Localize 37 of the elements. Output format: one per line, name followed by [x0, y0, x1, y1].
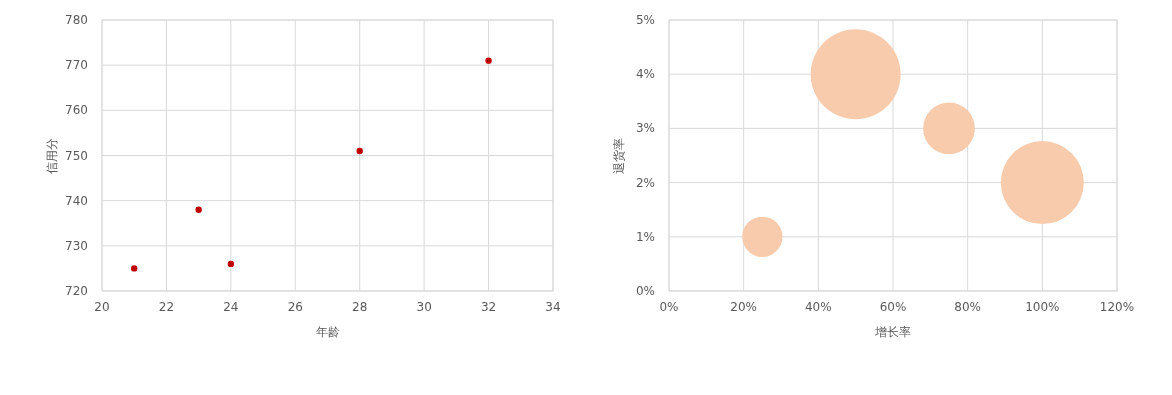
x-tick-label: 40% — [805, 300, 832, 314]
y-tick-label: 5% — [635, 13, 655, 27]
y-tick-label: 780 — [65, 13, 88, 27]
y-tick-label: 2% — [635, 175, 655, 190]
x-axis-title: 增长率 — [874, 325, 911, 339]
x-tick-label: 120% — [1099, 300, 1135, 314]
y-tick-label: 730 — [65, 238, 88, 253]
x-tick-label: 0% — [659, 300, 679, 314]
x-tick-label: 80% — [954, 300, 981, 314]
y-axis-title: 退货率 — [612, 137, 626, 174]
y-tick-label: 740 — [65, 193, 88, 208]
x-tick-label: 60% — [879, 300, 907, 314]
x-tick-label: 26 — [287, 300, 303, 314]
y-axis-title: 信用分 — [45, 137, 59, 174]
y-tick-label: 0% — [635, 284, 655, 298]
y-tick-label: 770 — [65, 58, 88, 73]
x-tick-label: 100% — [1025, 300, 1060, 314]
y-tick-label: 760 — [65, 103, 88, 118]
point — [131, 265, 138, 272]
x-tick-label: 32 — [480, 300, 497, 314]
point — [485, 57, 492, 64]
y-tick-label: 720 — [65, 284, 88, 298]
point — [356, 147, 363, 155]
y-tick-label: 3% — [635, 121, 655, 136]
y-tick-label: 4% — [635, 67, 655, 82]
x-tick-label: 20 — [94, 300, 110, 314]
y-tick-label: 750 — [65, 148, 88, 163]
x-axis-title: 年龄 — [315, 325, 340, 339]
x-tick-label: 30 — [416, 300, 432, 314]
x-tick-label: 34 — [545, 300, 561, 314]
y-tick-label: 1% — [635, 229, 655, 244]
point — [227, 260, 235, 268]
point — [195, 206, 202, 213]
x-tick-label: 28 — [352, 300, 368, 314]
x-tick-label: 24 — [223, 300, 239, 314]
x-tick-label: 20% — [730, 300, 757, 314]
x-tick-label: 22 — [158, 300, 175, 314]
